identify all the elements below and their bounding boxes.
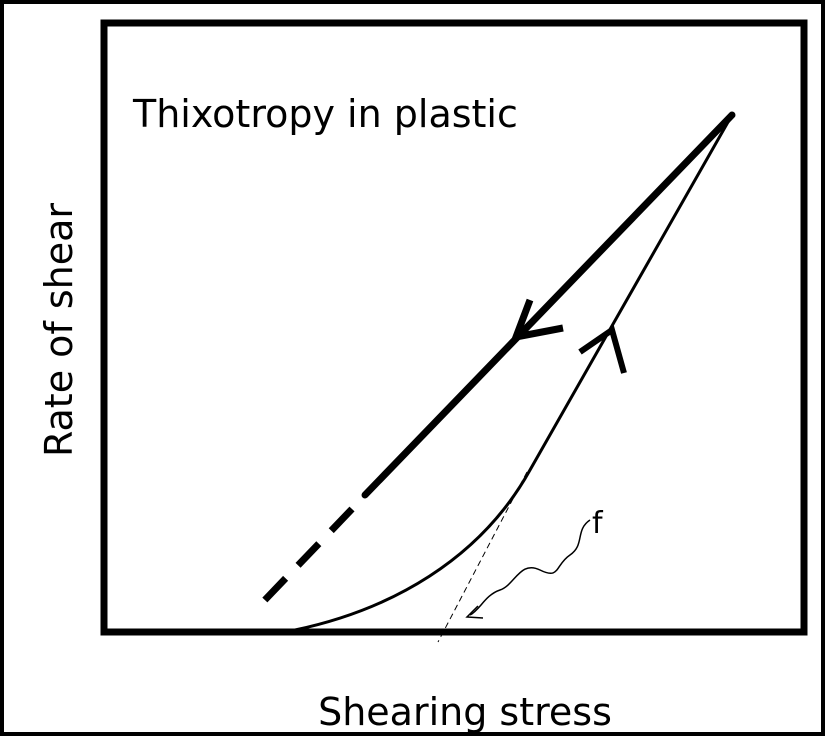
pointer-arrowhead — [465, 605, 484, 619]
up-arrowhead — [578, 325, 627, 374]
plot-frame — [100, 19, 808, 636]
down-curve-extrapolation — [259, 506, 355, 606]
diagram-title: Thixotropy in plastic — [132, 92, 518, 136]
pointer-arrow — [469, 519, 591, 616]
tangent-line — [437, 471, 528, 643]
y-axis-label: Rate of shear — [37, 203, 81, 457]
down-arrowhead — [510, 298, 564, 342]
down-curve — [361, 111, 736, 499]
up-curve — [294, 114, 734, 632]
annotation-label: f — [592, 506, 604, 541]
x-axis-label: Shearing stress — [318, 690, 612, 734]
